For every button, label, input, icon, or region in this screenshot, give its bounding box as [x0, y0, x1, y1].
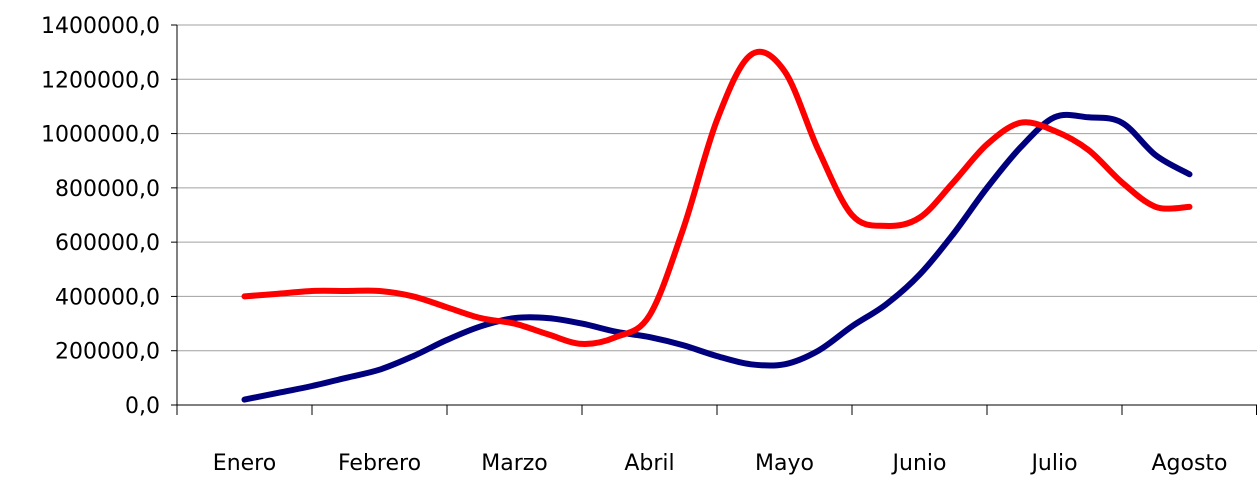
- y-tick-label-1: 200000,0: [55, 340, 160, 365]
- x-tick-label-1: Febrero: [338, 451, 421, 476]
- tick-labels: 0,0 200000,0 400000,0 600000,0 800000,0 10000…: [41, 14, 1228, 476]
- x-tick-label-7: Agosto: [1151, 451, 1227, 476]
- series-lines: [241, 48, 1193, 403]
- y-tick-label-2: 400000,0: [55, 285, 160, 310]
- x-tick-label-2: Marzo: [481, 451, 548, 476]
- series-line-0: [241, 111, 1193, 403]
- x-tick-label-4: Mayo: [755, 451, 814, 476]
- x-tick-label-6: Julio: [1029, 451, 1077, 476]
- x-tick-label-5: Junio: [891, 451, 947, 476]
- series-line-1: [241, 48, 1193, 347]
- x-tick-label-3: Abril: [624, 451, 674, 476]
- grid-lines: [177, 24, 1257, 352]
- y-tick-label-6: 1200000,0: [41, 68, 160, 93]
- x-tick-label-0: Enero: [213, 451, 276, 476]
- axes: [171, 24, 1257, 415]
- y-tick-label-4: 800000,0: [55, 177, 160, 202]
- y-tick-label-0: 0,0: [125, 394, 160, 419]
- y-tick-label-7: 1400000,0: [41, 14, 160, 39]
- y-tick-label-5: 1000000,0: [41, 123, 160, 148]
- y-tick-label-3: 600000,0: [55, 231, 160, 256]
